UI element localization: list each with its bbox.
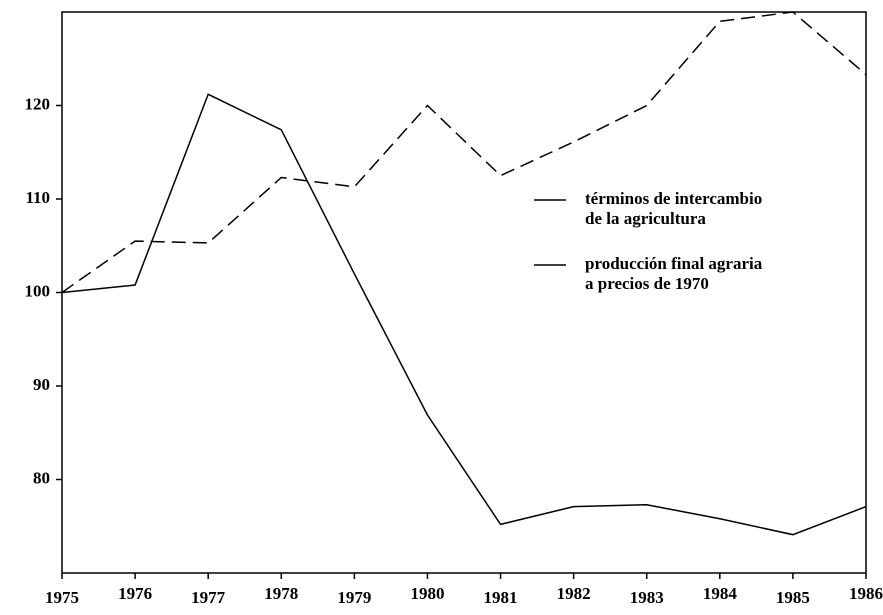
x-tick-label: 1980: [410, 584, 444, 603]
x-tick-label: 1985: [776, 588, 810, 607]
x-tick-label: 1983: [630, 588, 664, 607]
x-tick-label: 1975: [45, 588, 79, 607]
y-tick-label: 110: [25, 188, 50, 207]
y-tick-label: 120: [25, 94, 51, 113]
legend-label: términos de intercambio de la agricultur…: [585, 189, 763, 228]
x-tick-label: 1984: [703, 584, 738, 603]
y-tick-label: 90: [33, 375, 50, 394]
x-tick-label: 1977: [191, 588, 226, 607]
x-tick-label: 1982: [557, 584, 591, 603]
x-tick-label: 1979: [337, 588, 371, 607]
x-tick-label: 1976: [118, 584, 152, 603]
y-tick-label: 100: [25, 281, 51, 300]
x-tick-label: 1981: [484, 588, 518, 607]
x-tick-label: 1986: [849, 584, 883, 603]
x-tick-label: 1978: [264, 584, 298, 603]
legend-label: producción final agraria a precios de 19…: [585, 254, 763, 293]
series-line: [61, 93, 867, 536]
series-line: [61, 11, 867, 294]
y-tick-label: 80: [33, 468, 50, 487]
